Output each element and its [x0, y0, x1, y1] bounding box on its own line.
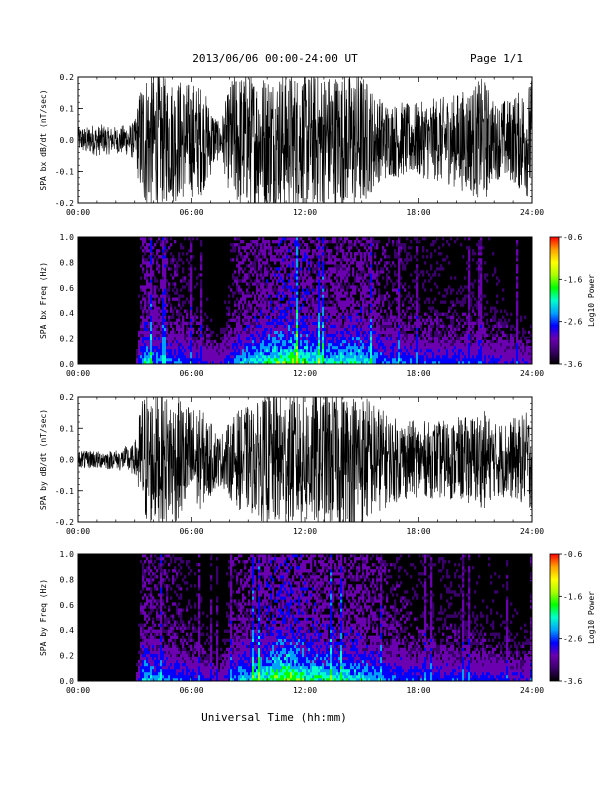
x-tick-label: 06:00: [179, 527, 203, 536]
y-tick-label: -0.1: [55, 487, 74, 496]
x-tick-label: 12:00: [293, 369, 317, 378]
page-number: Page 1/1: [470, 52, 523, 65]
y-tick-label: 0.2: [60, 335, 75, 344]
y-tick-label: -0.2: [55, 199, 74, 208]
x-tick-label: 12:00: [293, 527, 317, 536]
colorbar-label: Log10 Power: [587, 274, 596, 327]
x-tick-label: 06:00: [179, 686, 203, 695]
x-tick-label: 18:00: [406, 369, 430, 378]
x-tick-label: 24:00: [520, 527, 544, 536]
y-tick-label: 0.4: [60, 309, 75, 318]
y-axis-title: SPA bx dB/dt (nT/sec): [39, 89, 48, 190]
y-tick-label: 0.2: [60, 73, 75, 82]
x-tick-label: 06:00: [179, 369, 203, 378]
x-tick-label: 24:00: [520, 208, 544, 217]
bx-spectrogram-plot-area: [78, 237, 532, 364]
colorbar-tick-label: -0.6: [563, 550, 582, 559]
y-tick-label: 0.1: [60, 105, 75, 114]
colorbar-tick-label: -2.6: [563, 635, 582, 644]
by-dbdt-trace: [78, 397, 532, 522]
x-tick-label: 12:00: [293, 208, 317, 217]
x-tick-label: 00:00: [66, 527, 90, 536]
colorbar-tick-label: -1.6: [563, 592, 582, 601]
y-tick-label: 0.2: [60, 393, 75, 402]
x-axis-title: Universal Time (hh:mm): [201, 711, 347, 724]
colorbar-gradient: [549, 553, 560, 682]
x-tick-label: 18:00: [406, 686, 430, 695]
y-tick-label: 1.0: [60, 550, 75, 559]
by-spectrogram-cells: [136, 554, 532, 681]
y-tick-label: 0.6: [60, 601, 75, 610]
bx-spectrogram-panel: -0.6 -1.6 -2.6 -3.6 Log10 Power 0.0 0.2 0.4 0.6 0…: [39, 233, 596, 378]
colorbar-tick-label: -2.6: [563, 318, 582, 327]
x-tick-label: 24:00: [520, 369, 544, 378]
colorbar-gradient: [549, 236, 560, 365]
y-axis-title: SPA by dB/dt (nT/sec): [39, 409, 48, 510]
colorbar-tick-label: -1.6: [563, 275, 582, 284]
y-axis-title: SPA by Freq (Hz): [39, 579, 48, 656]
x-tick-label: 06:00: [179, 208, 203, 217]
y-tick-label: 0.2: [60, 652, 75, 661]
by-spectrogram-plot-area: [78, 554, 532, 681]
colorbar-tick-label: -3.6: [563, 360, 582, 369]
y-tick-label: 0.0: [60, 360, 75, 369]
bx-dbdt-panel: -0.2 -0.1 0.0 0.1 0.2 00:00 06:00 12:00 18:00 24:…: [39, 73, 544, 217]
page-title: 2013/06/06 00:00-24:00 UT: [192, 52, 358, 65]
bx-dbdt-trace: [78, 77, 532, 203]
y-tick-label: -0.1: [55, 168, 74, 177]
by-dbdt-panel: -0.2 -0.1 0.0 0.1 0.2 00:00 06:00 12:00 18:00 24:…: [39, 393, 544, 536]
x-tick-label: 18:00: [406, 527, 430, 536]
y-tick-label: 0.4: [60, 626, 75, 635]
x-tick-label: 00:00: [66, 686, 90, 695]
x-tick-label: 12:00: [293, 686, 317, 695]
y-tick-label: 0.0: [60, 456, 75, 465]
by-dbdt-plot-area: [78, 397, 532, 522]
by-spectrogram-panel: -0.6 -1.6 -2.6 -3.6 Log10 Power 0.0 0.2 0.4 0.6 0…: [39, 550, 596, 695]
y-axis-title: SPA bx Freq (Hz): [39, 262, 48, 339]
colorbar-tick-label: -0.6: [563, 233, 582, 242]
y-tick-label: 0.8: [60, 575, 75, 584]
x-tick-label: 00:00: [66, 369, 90, 378]
y-tick-label: 0.8: [60, 258, 75, 267]
y-tick-label: 0.0: [60, 677, 75, 686]
by-spectrogram-colorbar: -0.6 -1.6 -2.6 -3.6 Log10 Power: [549, 550, 596, 686]
colorbar-label: Log10 Power: [587, 591, 596, 644]
y-tick-label: 0.0: [60, 136, 75, 145]
x-tick-label: 00:00: [66, 208, 90, 217]
bx-spectrogram-cells: [136, 237, 532, 364]
x-tick-label: 24:00: [520, 686, 544, 695]
y-tick-label: 0.1: [60, 424, 75, 433]
x-tick-label: 18:00: [406, 208, 430, 217]
y-tick-label: -0.2: [55, 518, 74, 527]
y-tick-label: 1.0: [60, 233, 75, 242]
bx-spectrogram-colorbar: -0.6 -1.6 -2.6 -3.6 Log10 Power: [549, 233, 596, 369]
colorbar-tick-label: -3.6: [563, 677, 582, 686]
bx-dbdt-plot-area: [78, 77, 532, 203]
y-tick-label: 0.6: [60, 284, 75, 293]
